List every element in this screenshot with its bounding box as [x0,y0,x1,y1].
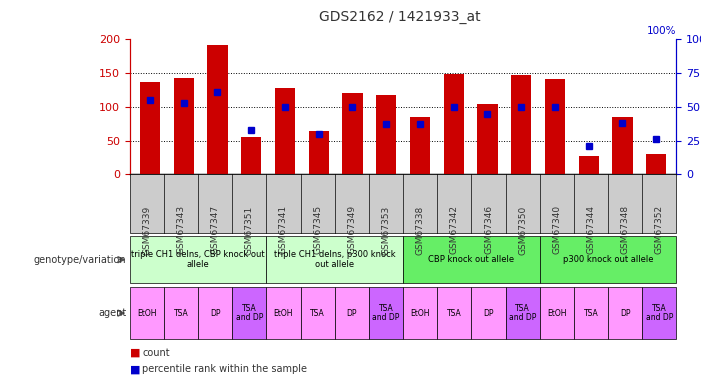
Text: DP: DP [483,309,494,318]
Bar [342,93,362,174]
Text: EtOH: EtOH [410,309,430,318]
Text: GSM67346: GSM67346 [484,206,493,254]
Text: GSM67338: GSM67338 [416,206,425,255]
Text: EtOH: EtOH [273,309,293,318]
Bar [477,104,498,174]
Bar [511,75,531,174]
Text: genotype/variation: genotype/variation [34,255,126,265]
Text: EtOH: EtOH [137,309,156,318]
Bar [308,130,329,174]
Bar [207,45,228,174]
Text: GSM67349: GSM67349 [347,206,356,254]
Bar [376,95,396,174]
Bar [613,117,632,174]
Bar [241,137,261,174]
Text: GSM67348: GSM67348 [620,206,629,254]
Bar [139,82,160,174]
Text: DP: DP [210,309,220,318]
Text: ■: ■ [130,348,140,357]
Text: DP: DP [620,309,630,318]
Text: TSA: TSA [311,309,325,318]
Text: TSA
and DP: TSA and DP [509,304,536,322]
Text: GSM67353: GSM67353 [381,206,390,255]
Text: DP: DP [346,309,357,318]
Text: 100%: 100% [647,26,676,36]
Text: TSA
and DP: TSA and DP [236,304,263,322]
Text: GSM67345: GSM67345 [313,206,322,254]
Text: GSM67352: GSM67352 [655,206,664,254]
Bar [275,88,295,174]
Text: TSA: TSA [447,309,462,318]
Text: TSA: TSA [174,309,189,318]
Text: TSA: TSA [584,309,599,318]
Text: GSM67343: GSM67343 [177,206,186,254]
Text: triple CH1 delns, p300 knock
out allele: triple CH1 delns, p300 knock out allele [274,250,395,269]
Text: GSM67347: GSM67347 [210,206,219,254]
Text: p300 knock out allele: p300 knock out allele [563,255,653,264]
Text: TSA
and DP: TSA and DP [646,304,673,322]
Text: GSM67344: GSM67344 [587,206,596,254]
Bar [410,117,430,174]
Text: count: count [142,348,170,357]
Bar [646,154,667,174]
Text: percentile rank within the sample: percentile rank within the sample [142,364,307,374]
Bar [444,75,464,174]
Bar [545,79,565,174]
Bar [578,156,599,174]
Text: ■: ■ [130,364,140,374]
Text: TSA
and DP: TSA and DP [372,304,400,322]
Text: triple CH1 delns, CBP knock out
allele: triple CH1 delns, CBP knock out allele [131,250,265,269]
Text: GSM67341: GSM67341 [279,206,288,254]
Text: GSM67350: GSM67350 [518,206,527,255]
Text: agent: agent [98,308,126,318]
Text: GSM67351: GSM67351 [245,206,254,255]
Text: CBP knock out allele: CBP knock out allele [428,255,515,264]
Text: GSM67340: GSM67340 [552,206,562,254]
Bar [174,78,193,174]
Text: GSM67339: GSM67339 [142,206,151,255]
Text: GSM67342: GSM67342 [450,206,459,254]
Text: EtOH: EtOH [547,309,566,318]
Text: GDS2162 / 1421933_at: GDS2162 / 1421933_at [319,10,480,24]
